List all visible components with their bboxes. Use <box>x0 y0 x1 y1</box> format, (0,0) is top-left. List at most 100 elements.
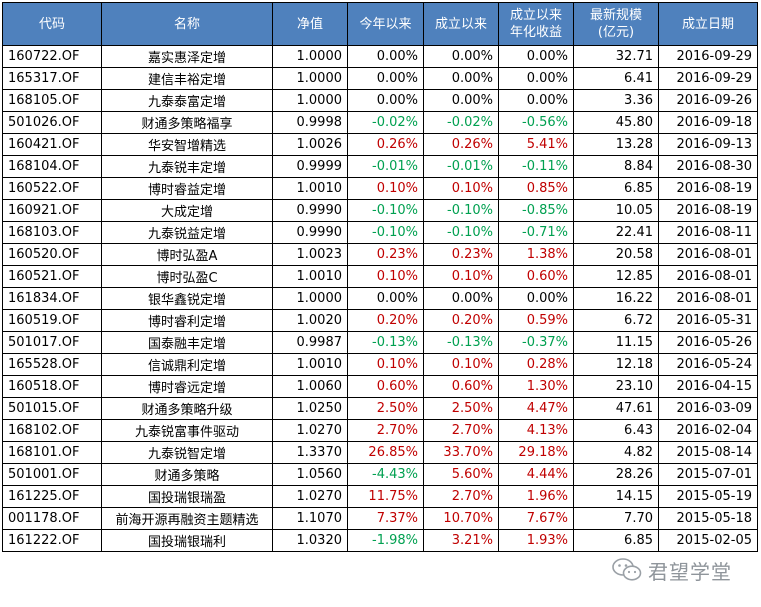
cell-code: 161222.OF <box>2 529 102 552</box>
table-row: 501015.OF 财通多策略升级 1.0250 2.50% 2.50% 4.47% 47.… <box>2 397 758 420</box>
cell-ytd: 0.20% <box>347 309 424 332</box>
cell-annualized: 7.67% <box>498 507 574 530</box>
cell-annualized: -0.11% <box>498 155 574 178</box>
cell-name: 嘉实惠泽定增 <box>101 45 273 68</box>
cell-inception-date: 2016-05-24 <box>658 353 758 376</box>
cell-nav: 1.0250 <box>272 397 348 420</box>
cell-since-inception: 0.10% <box>423 177 499 200</box>
cell-annualized: 4.13% <box>498 419 574 442</box>
cell-aum: 6.85 <box>573 177 659 200</box>
cell-nav: 0.9998 <box>272 111 348 134</box>
cell-since-inception: 0.60% <box>423 375 499 398</box>
cell-annualized: 0.00% <box>498 89 574 112</box>
cell-annualized: -0.56% <box>498 111 574 134</box>
header-ytd: 今年以来 <box>347 2 424 46</box>
cell-since-inception: -0.10% <box>423 199 499 222</box>
cell-code: 160921.OF <box>2 199 102 222</box>
cell-aum: 12.85 <box>573 265 659 288</box>
cell-code: 501017.OF <box>2 331 102 354</box>
cell-nav: 1.0000 <box>272 287 348 310</box>
wechat-icon <box>612 558 642 581</box>
cell-aum: 7.70 <box>573 507 659 530</box>
cell-code: 160421.OF <box>2 133 102 156</box>
cell-ytd: 0.10% <box>347 353 424 376</box>
cell-since-inception: 0.10% <box>423 353 499 376</box>
cell-ytd: 0.10% <box>347 177 424 200</box>
cell-ytd: 11.75% <box>347 485 424 508</box>
cell-code: 160520.OF <box>2 243 102 266</box>
cell-annualized: 5.41% <box>498 133 574 156</box>
cell-aum: 6.72 <box>573 309 659 332</box>
cell-name: 博时弘盈C <box>101 265 273 288</box>
table-row: 168105.OF 九泰泰富定增 1.0000 0.00% 0.00% 0.00% 3.36… <box>2 89 758 112</box>
cell-aum: 11.15 <box>573 331 659 354</box>
cell-name: 财通多策略福享 <box>101 111 273 134</box>
cell-annualized: -0.37% <box>498 331 574 354</box>
cell-code: 160518.OF <box>2 375 102 398</box>
cell-ytd: 0.00% <box>347 67 424 90</box>
cell-since-inception: 0.10% <box>423 265 499 288</box>
cell-nav: 0.9990 <box>272 221 348 244</box>
cell-name: 博时睿益定增 <box>101 177 273 200</box>
cell-inception-date: 2016-08-30 <box>658 155 758 178</box>
cell-inception-date: 2016-08-01 <box>658 265 758 288</box>
cell-aum: 32.71 <box>573 45 659 68</box>
cell-nav: 1.0020 <box>272 309 348 332</box>
cell-nav: 1.0010 <box>272 177 348 200</box>
table-row: 165317.OF 建信丰裕定增 1.0000 0.00% 0.00% 0.00% 6.41… <box>2 67 758 90</box>
cell-inception-date: 2016-05-31 <box>658 309 758 332</box>
cell-since-inception: 0.00% <box>423 67 499 90</box>
cell-code: 165528.OF <box>2 353 102 376</box>
cell-since-inception: 0.26% <box>423 133 499 156</box>
table-row: 160519.OF 博时睿利定增 1.0020 0.20% 0.20% 0.59% 6.72… <box>2 309 758 332</box>
cell-aum: 47.61 <box>573 397 659 420</box>
cell-annualized: 1.30% <box>498 375 574 398</box>
cell-name: 大成定增 <box>101 199 273 222</box>
cell-aum: 10.05 <box>573 199 659 222</box>
cell-since-inception: 2.70% <box>423 485 499 508</box>
cell-since-inception: -0.10% <box>423 221 499 244</box>
cell-ytd: -4.43% <box>347 463 424 486</box>
cell-aum: 14.15 <box>573 485 659 508</box>
watermark: 君望学堂 <box>612 555 732 585</box>
cell-aum: 28.26 <box>573 463 659 486</box>
cell-code: 168104.OF <box>2 155 102 178</box>
cell-ytd: -0.10% <box>347 199 424 222</box>
cell-aum: 16.22 <box>573 287 659 310</box>
cell-aum: 6.43 <box>573 419 659 442</box>
cell-ytd: -0.13% <box>347 331 424 354</box>
cell-inception-date: 2016-08-01 <box>658 243 758 266</box>
cell-annualized: 29.18% <box>498 441 574 464</box>
table-row: 501026.OF 财通多策略福享 0.9998 -0.02% -0.02% -0.56%… <box>2 111 758 134</box>
cell-since-inception: 0.23% <box>423 243 499 266</box>
cell-ytd: -1.98% <box>347 529 424 552</box>
cell-annualized: 1.93% <box>498 529 574 552</box>
cell-since-inception: -0.02% <box>423 111 499 134</box>
cell-nav: 1.0000 <box>272 67 348 90</box>
cell-inception-date: 2016-09-29 <box>658 45 758 68</box>
cell-annualized: 1.96% <box>498 485 574 508</box>
cell-aum: 23.10 <box>573 375 659 398</box>
watermark-text: 君望学堂 <box>648 559 732 584</box>
cell-name: 银华鑫锐定增 <box>101 287 273 310</box>
header-row: 代码 名称 净值 今年以来 成立以来 成立以来 年化收益 最新规模 (亿元) 成立日期 <box>2 2 758 46</box>
cell-name: 财通多策略升级 <box>101 397 273 420</box>
cell-aum: 20.58 <box>573 243 659 266</box>
cell-aum: 6.85 <box>573 529 659 552</box>
cell-nav: 1.0010 <box>272 353 348 376</box>
cell-nav: 1.0010 <box>272 265 348 288</box>
cell-inception-date: 2015-05-18 <box>658 507 758 530</box>
cell-name: 华安智增精选 <box>101 133 273 156</box>
cell-nav: 0.9990 <box>272 199 348 222</box>
cell-since-inception: -0.13% <box>423 331 499 354</box>
header-code: 代码 <box>2 2 102 46</box>
cell-nav: 1.1070 <box>272 507 348 530</box>
cell-inception-date: 2016-02-04 <box>658 419 758 442</box>
cell-annualized: -0.85% <box>498 199 574 222</box>
cell-aum: 4.82 <box>573 441 659 464</box>
table-row: 161834.OF 银华鑫锐定增 1.0000 0.00% 0.00% 0.00% 16.2… <box>2 287 758 310</box>
cell-code: 001178.OF <box>2 507 102 530</box>
cell-annualized: 0.00% <box>498 45 574 68</box>
cell-inception-date: 2016-08-19 <box>658 199 758 222</box>
cell-code: 501026.OF <box>2 111 102 134</box>
